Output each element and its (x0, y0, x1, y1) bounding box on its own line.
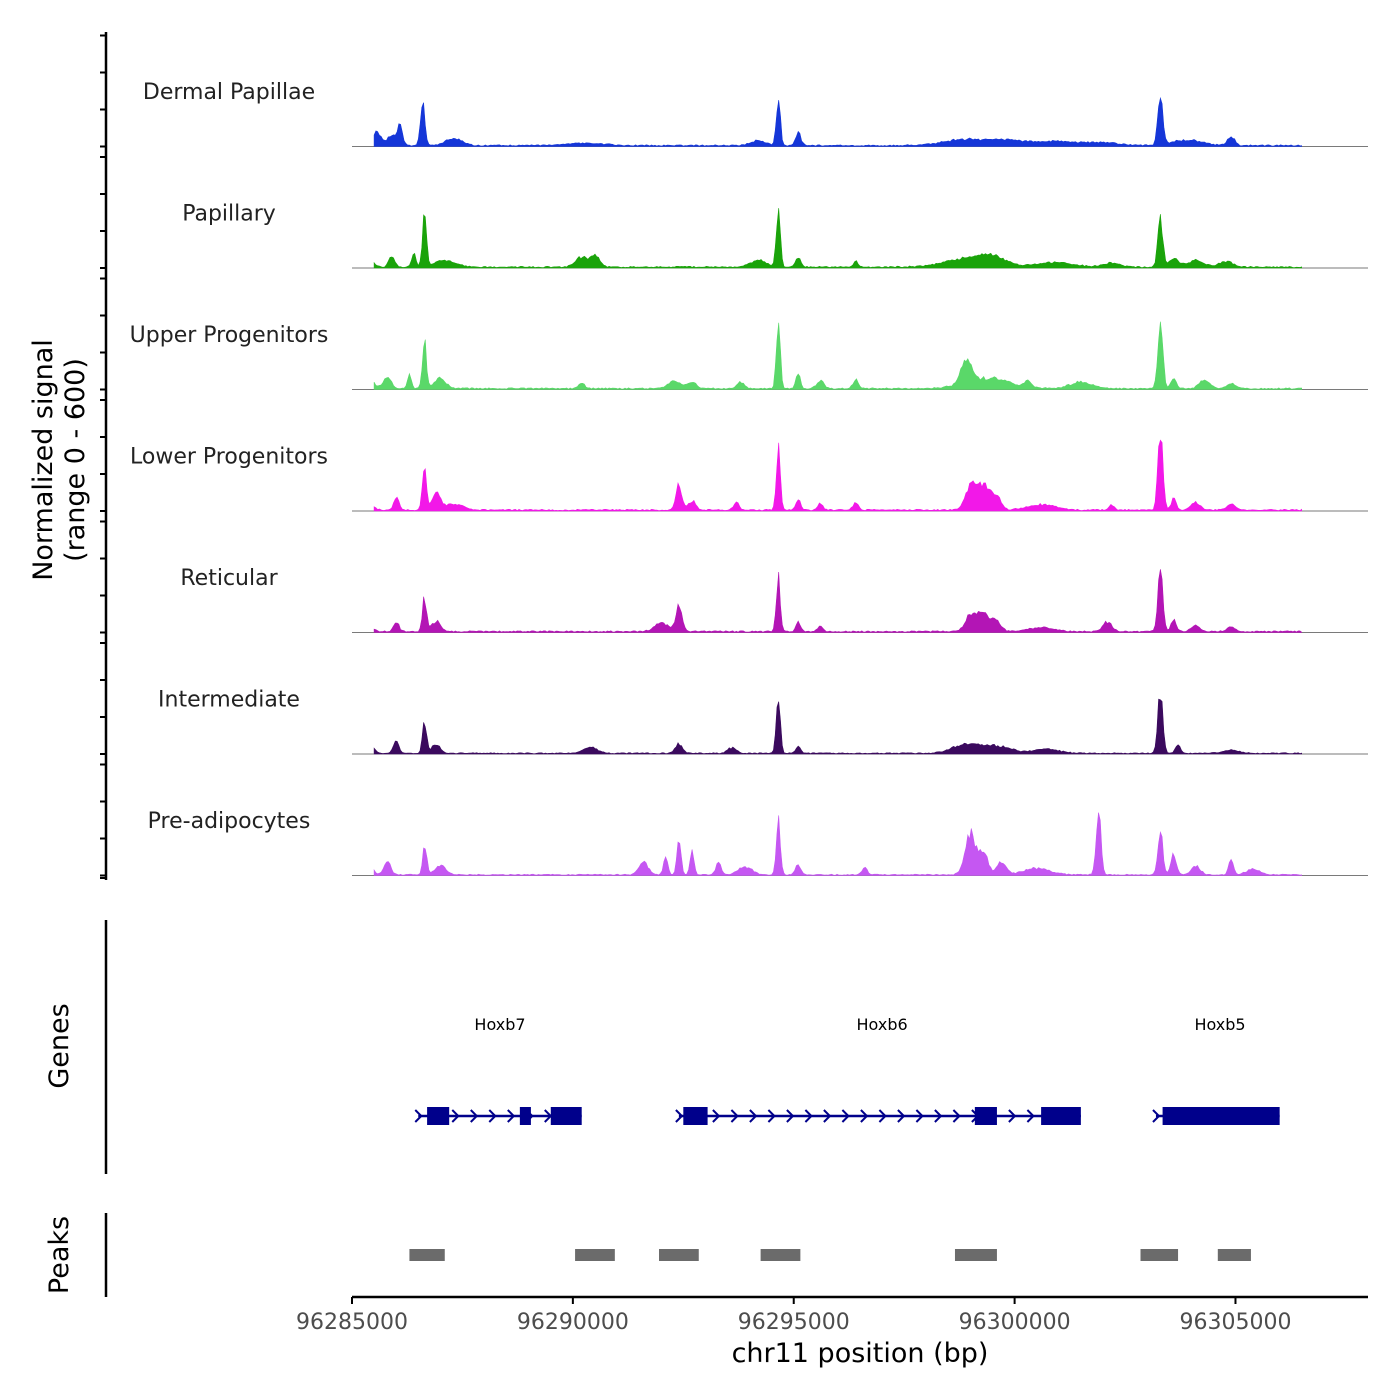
genes-track-label: Genes (44, 1003, 75, 1088)
track-dermal-papillae: Dermal Papillae (100, 34, 1368, 148)
strand-arrow (1026, 1109, 1035, 1123)
signal-area (373, 321, 1302, 390)
strand-arrow (712, 1109, 721, 1123)
signal-area (373, 698, 1302, 755)
gene-hoxb6: Hoxb6 (675, 1015, 1081, 1125)
strand-arrow (1152, 1109, 1161, 1123)
peak-region (575, 1249, 615, 1261)
signal-area (373, 439, 1302, 512)
track-pre-adipocytes: Pre-adipocytes (100, 763, 1368, 877)
peak-region (1217, 1249, 1251, 1261)
gene-exon (974, 1107, 997, 1125)
gene-label: Hoxb6 (857, 1015, 908, 1034)
track-intermediate: Intermediate (100, 642, 1368, 755)
strand-arrow (1008, 1109, 1017, 1123)
y-axis-title-line2: (range 0 - 600) (60, 358, 91, 562)
strand-arrow (878, 1109, 887, 1123)
gene-label: Hoxb5 (1194, 1015, 1245, 1034)
gene-exon (519, 1107, 531, 1125)
x-tick-label: 96295000 (738, 1310, 850, 1335)
strand-arrow (767, 1109, 776, 1123)
track-papillary: Papillary (100, 156, 1368, 269)
strand-arrow (786, 1109, 795, 1123)
x-tick-label: 96305000 (1179, 1310, 1291, 1335)
strand-arrow (897, 1109, 906, 1123)
peak-region (1140, 1249, 1179, 1261)
track-label: Intermediate (158, 688, 300, 713)
peak-region (954, 1249, 997, 1261)
strand-arrow (507, 1109, 516, 1123)
gene-hoxb5: Hoxb5 (1152, 1015, 1280, 1125)
x-axis: 96285000 96290000 96295000 96300000 96305000 (296, 1295, 1368, 1335)
y-axis-title-line1: Normalized signal (28, 339, 59, 581)
gene-exon (683, 1107, 708, 1125)
track-label: Lower Progenitors (130, 445, 328, 470)
track-label: Pre-adipocytes (148, 809, 311, 834)
strand-arrow (952, 1109, 961, 1123)
strand-arrow (860, 1109, 869, 1123)
gene-exon (1162, 1107, 1280, 1125)
gene-label: Hoxb7 (474, 1015, 525, 1034)
track-upper-progenitors: Upper Progenitors (100, 277, 1368, 391)
strand-arrow (841, 1109, 850, 1123)
strand-arrow (749, 1109, 758, 1123)
x-tick-label: 96290000 (517, 1310, 629, 1335)
x-tick-label: 96285000 (296, 1310, 408, 1335)
strand-arrow (934, 1109, 943, 1123)
strand-arrow (470, 1109, 479, 1123)
strand-arrow (451, 1109, 460, 1123)
track-label: Papillary (182, 202, 276, 227)
track-label: Upper Progenitors (130, 323, 329, 348)
strand-arrow (544, 1109, 553, 1123)
signal-area (373, 96, 1302, 147)
strand-arrow (804, 1109, 813, 1123)
strand-arrow (488, 1109, 497, 1123)
strand-arrow (730, 1109, 739, 1123)
track-label: Dermal Papillae (143, 80, 315, 105)
strand-arrow (675, 1109, 684, 1123)
strand-arrow (823, 1109, 832, 1123)
coverage-tracks: Dermal Papillae Papillary Upper Progenitor… (100, 32, 1368, 880)
strand-arrow (414, 1109, 423, 1123)
track-lower-progenitors: Lower Progenitors (100, 399, 1368, 512)
peak-region (409, 1249, 445, 1261)
gene-exon (427, 1107, 450, 1125)
track-label: Reticular (180, 566, 278, 591)
signal-area (373, 569, 1302, 633)
strand-arrow (915, 1109, 924, 1123)
peak-track (104, 1213, 1251, 1297)
gene-exon (550, 1107, 582, 1125)
peak-region (659, 1249, 699, 1261)
x-tick-label: 96300000 (959, 1310, 1071, 1335)
gene-hoxb7: Hoxb7 (414, 1015, 582, 1125)
peaks-track-label: Peaks (44, 1216, 75, 1294)
x-axis-title: chr11 position (bp) (732, 1338, 989, 1369)
signal-area (373, 812, 1302, 876)
signal-area (373, 208, 1302, 269)
gene-exon (1041, 1107, 1081, 1125)
gene-track: Hoxb7 Hoxb6 Hoxb5 (104, 920, 1280, 1174)
track-reticular: Reticular (100, 520, 1368, 634)
peak-region (760, 1249, 801, 1261)
